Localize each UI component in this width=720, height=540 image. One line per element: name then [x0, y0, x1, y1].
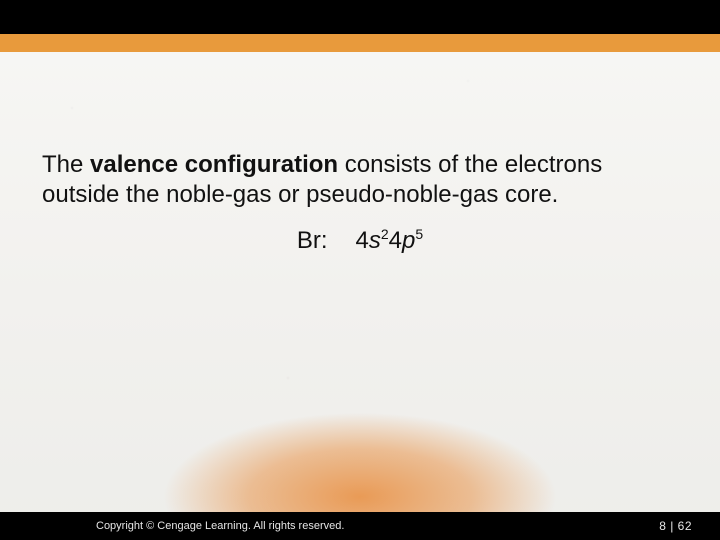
footer-bar: Copyright © Cengage Learning. All rights… [0, 512, 720, 540]
background-texture [0, 0, 720, 540]
config-term-1-orbital: p [402, 227, 415, 254]
body-prefix: The [42, 151, 90, 178]
config-term-0-n: 4 [356, 227, 369, 254]
config-term-1-n: 4 [389, 227, 402, 254]
config-term-1-exp: 5 [415, 226, 423, 242]
top-black-bar [0, 0, 720, 34]
config-term-0-exp: 2 [381, 226, 389, 242]
element-label: Br: [297, 227, 328, 255]
page-number: 8 | 62 [659, 519, 692, 533]
config-term-1: 4p5 [389, 227, 424, 254]
config-term-0-orbital: s [369, 227, 381, 254]
slide-content: The valence configuration consists of th… [42, 150, 678, 255]
body-bold-term: valence configuration [90, 151, 338, 178]
config-term-0: 4s2 [356, 227, 389, 254]
accent-bar [0, 34, 720, 52]
body-paragraph: The valence configuration consists of th… [42, 150, 678, 210]
copyright-text: Copyright © Cengage Learning. All rights… [96, 520, 344, 532]
electron-config-row: Br:4s24p5 [42, 226, 678, 255]
